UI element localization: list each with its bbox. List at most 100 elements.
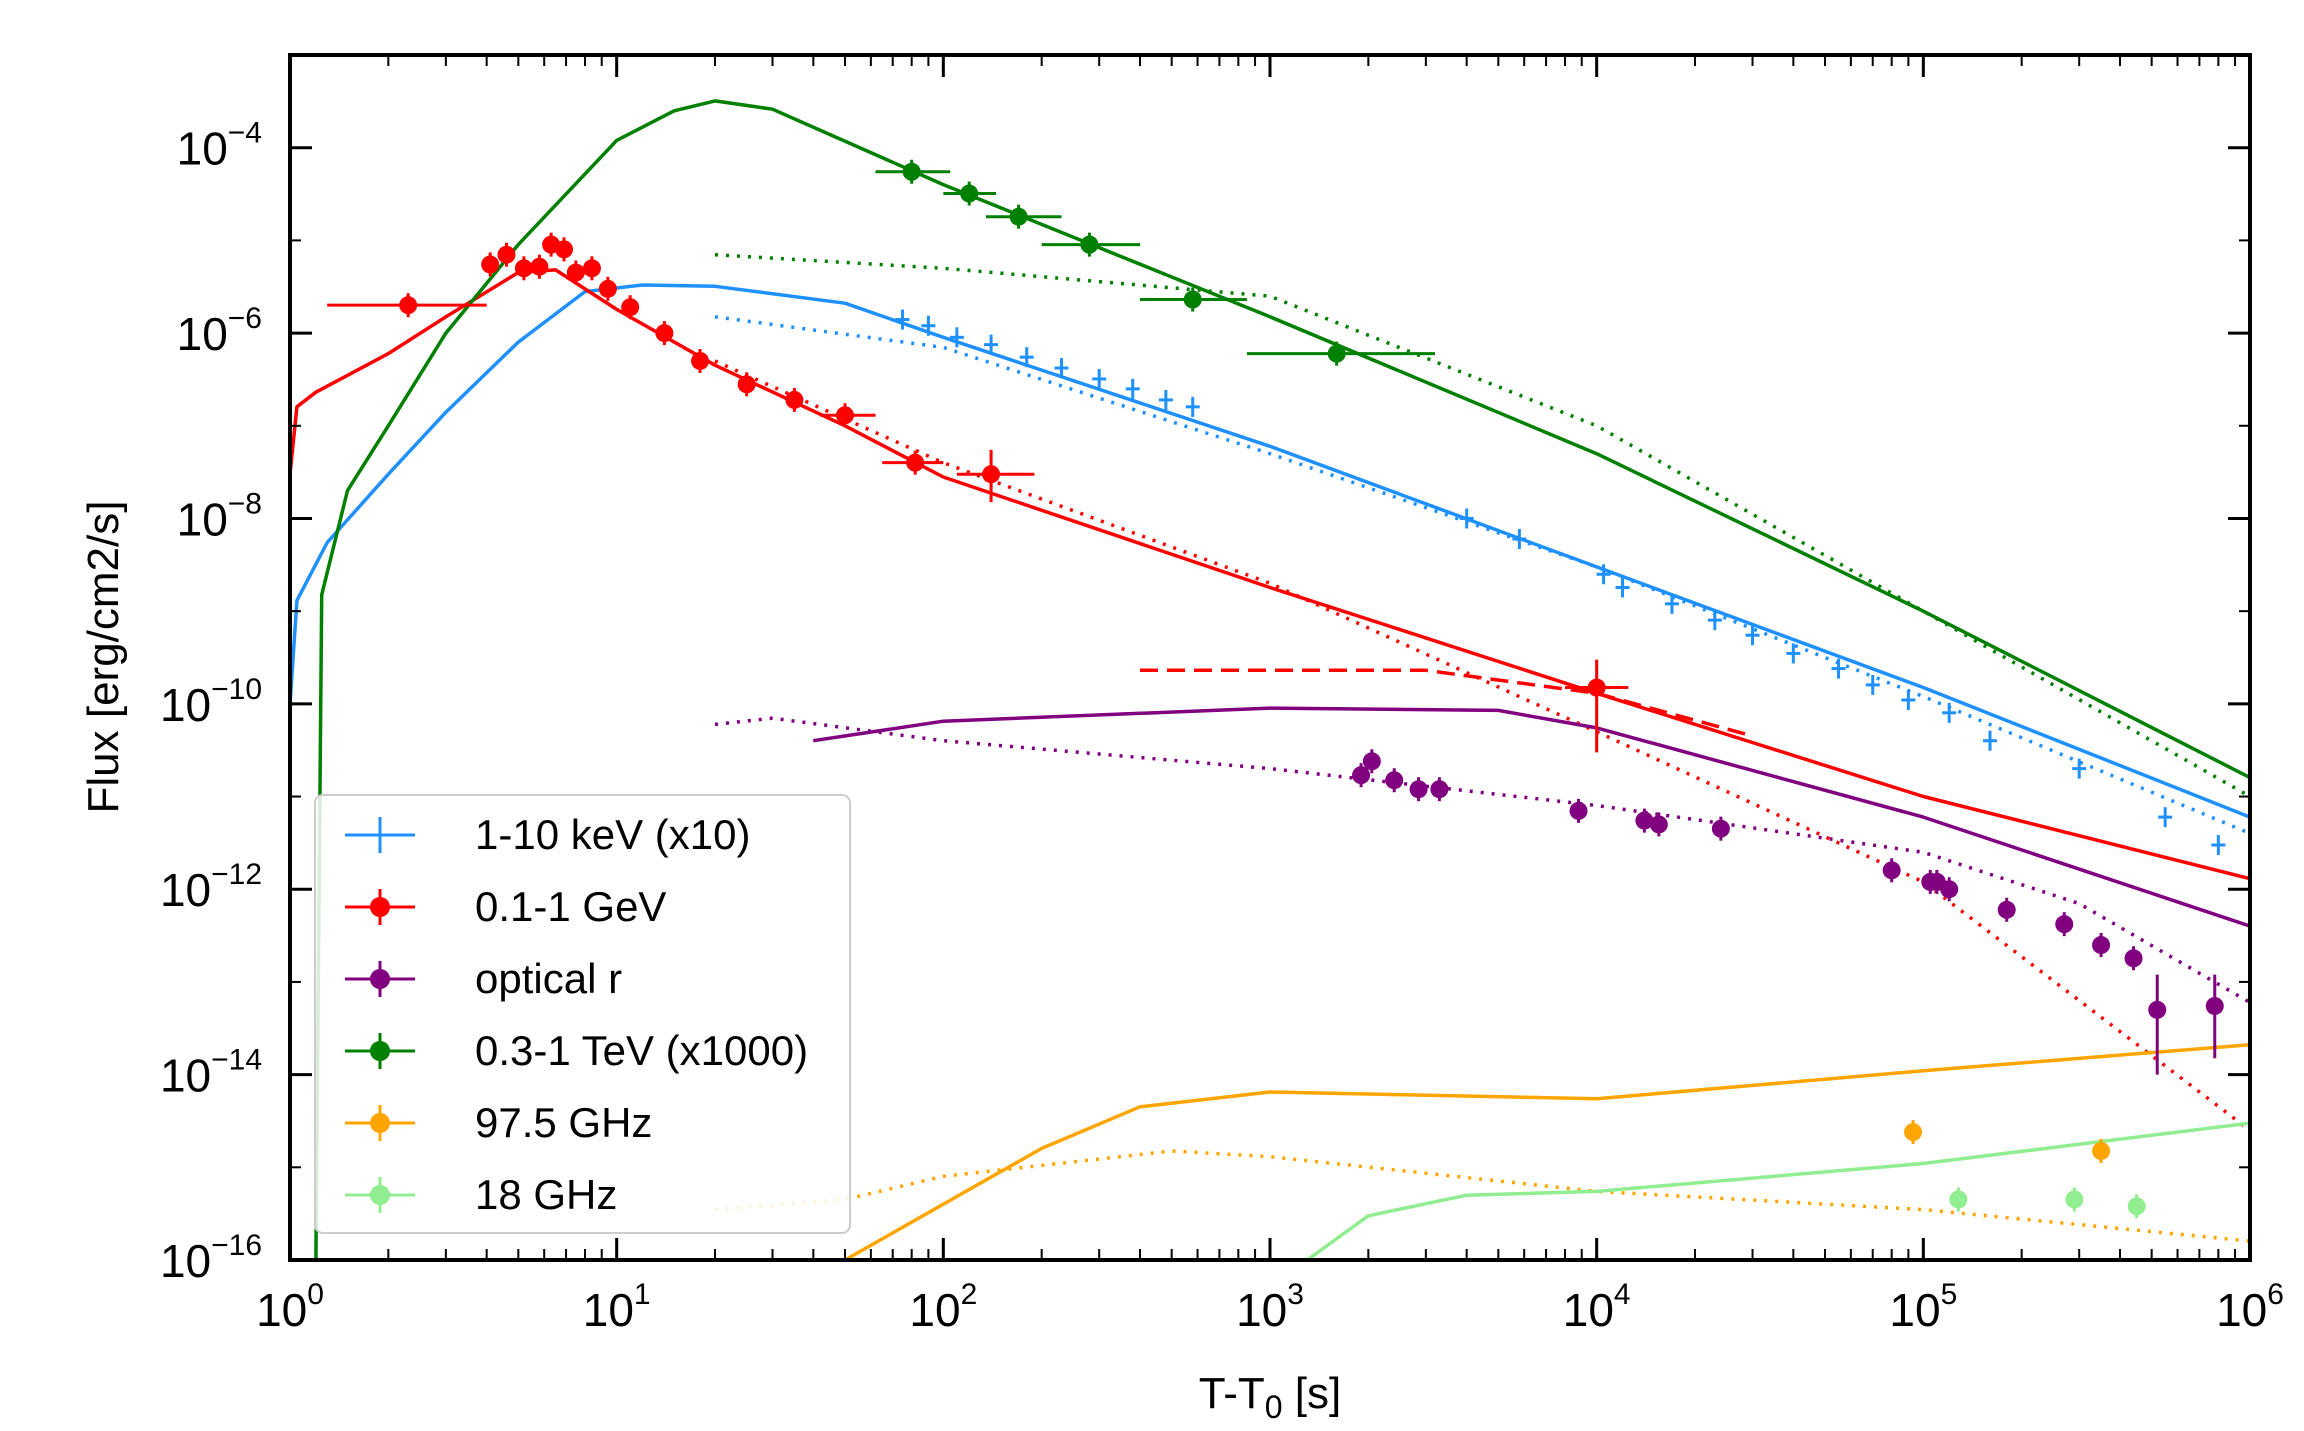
legend-entry-1-10-kev-x10: 1-10 keV (x10) (345, 811, 750, 858)
model-curve-0-1-1-gev-solid (290, 268, 2250, 881)
tick-base: 10 (177, 493, 228, 545)
data-point (621, 298, 640, 317)
data-point (785, 390, 804, 409)
data-point (1569, 801, 1588, 820)
data-point (555, 240, 574, 259)
y-tick-label: 10−8 (177, 487, 262, 545)
data-point (1327, 344, 1346, 363)
legend-label: 0.3-1 TeV (x1000) (475, 1027, 808, 1074)
model-curve-0-3-1-tev-x1000-solid (314, 99, 2250, 1260)
data-point (2065, 1190, 2084, 1209)
tick-exponent: −6 (228, 302, 262, 335)
tick-base: 10 (177, 123, 228, 175)
legend-label: optical r (475, 955, 622, 1002)
series-18-ghz (1949, 1187, 2146, 1219)
tick-exponent: −12 (211, 858, 262, 891)
data-point (598, 279, 617, 298)
x-tick-label: 103 (1236, 1278, 1304, 1336)
tick-base: 10 (2216, 1284, 2267, 1336)
tick-exponent: 3 (1287, 1278, 1304, 1311)
data-point (2092, 936, 2111, 955)
model-curve-97-5-ghz-solid (844, 1042, 2250, 1260)
y-tick-label: 10−14 (160, 1044, 262, 1102)
model-curve-0-1-1-gev-dashed (1140, 668, 1753, 738)
data-point (691, 351, 710, 370)
tick-exponent: 4 (1614, 1278, 1631, 1311)
data-point (1587, 678, 1606, 697)
data-point (1362, 752, 1381, 771)
data-point (497, 245, 516, 264)
x-axis-title: T-T0 [s] (1199, 1369, 1341, 1425)
legend-label: 97.5 GHz (475, 1099, 652, 1146)
series-97-5-ghz (1904, 1120, 2111, 1163)
data-point (1080, 235, 1099, 254)
legend-marker-dot (370, 1185, 390, 1205)
legend-label: 18 GHz (475, 1171, 617, 1218)
data-point (737, 375, 756, 394)
model-curves (290, 99, 2250, 1260)
x-tick-label: 106 (2216, 1278, 2284, 1336)
model-curve-optical-r-solid (813, 706, 2250, 928)
x-axis-title-unit: [s] (1283, 1369, 1342, 1418)
legend: 1-10 keV (x10) 0.1-1 GeV optical r 0.3-1 Te… (314, 794, 851, 1234)
data-point (566, 263, 585, 282)
data-point (2092, 1141, 2111, 1160)
x-axis-title-main: T-T (1199, 1369, 1265, 1418)
data-point (2124, 949, 2143, 968)
data-point (399, 296, 418, 315)
tick-exponent: −14 (211, 1044, 262, 1077)
tick-exponent: 1 (634, 1278, 651, 1311)
tick-exponent: 5 (1941, 1278, 1958, 1311)
data-point (1940, 880, 1959, 899)
data-point (1352, 766, 1371, 785)
legend-entry-18-ghz: 18 GHz (345, 1171, 617, 1218)
legend-marker-dot (370, 897, 390, 917)
model-curve-1-10-kev-x10-solid (290, 283, 2250, 819)
x-tick-label: 101 (583, 1278, 651, 1336)
series-0-1-1-gev (327, 232, 1629, 753)
data-point (1949, 1190, 1968, 1209)
x-tick-label: 104 (1563, 1278, 1631, 1336)
data-point (835, 406, 854, 425)
data-point (982, 465, 1001, 484)
data-point (906, 453, 925, 472)
data-point (655, 324, 674, 343)
data-point (1711, 819, 1730, 838)
data-point (2127, 1197, 2146, 1216)
tick-base: 10 (256, 1284, 307, 1336)
legend-marker-dot (370, 969, 390, 989)
legend-marker-dot (370, 1041, 390, 1061)
y-tick-label: 10−16 (160, 1229, 262, 1287)
data-point (582, 259, 601, 278)
legend-box (314, 794, 851, 1234)
tick-base: 10 (177, 308, 228, 360)
model-curve-optical-r-dotted (714, 716, 2250, 1005)
data-points (327, 159, 2226, 1219)
data-point (1904, 1123, 1923, 1142)
data-point (1009, 207, 1028, 226)
y-axis-title: Flux [erg/cm2/s] (79, 501, 128, 814)
legend-entry-0-3-1-tev-x1000: 0.3-1 TeV (x1000) (345, 1027, 808, 1074)
data-point (1409, 780, 1428, 799)
tick-base: 10 (160, 1235, 211, 1287)
legend-entry-97-5-ghz: 97.5 GHz (345, 1099, 652, 1146)
data-point (902, 162, 921, 181)
data-point (530, 257, 549, 276)
tick-base: 10 (909, 1284, 960, 1336)
tick-exponent: −16 (211, 1229, 262, 1262)
x-tick-label: 100 (256, 1278, 324, 1336)
data-point (1649, 815, 1668, 834)
data-point (1385, 771, 1404, 790)
data-point (1430, 780, 1449, 799)
tick-base: 10 (1889, 1284, 1940, 1336)
data-point (1183, 290, 1202, 309)
tick-exponent: 2 (961, 1278, 978, 1311)
tick-base: 10 (160, 1050, 211, 1102)
x-axis-title-sub: 0 (1265, 1389, 1283, 1425)
x-tick-label: 105 (1889, 1278, 1957, 1336)
series-0-3-1-tev-x1000 (875, 159, 1436, 366)
data-point (1882, 861, 1901, 880)
legend-entry-0-1-1-gev: 0.1-1 GeV (345, 883, 666, 930)
y-tick-label: 10−4 (177, 117, 262, 175)
